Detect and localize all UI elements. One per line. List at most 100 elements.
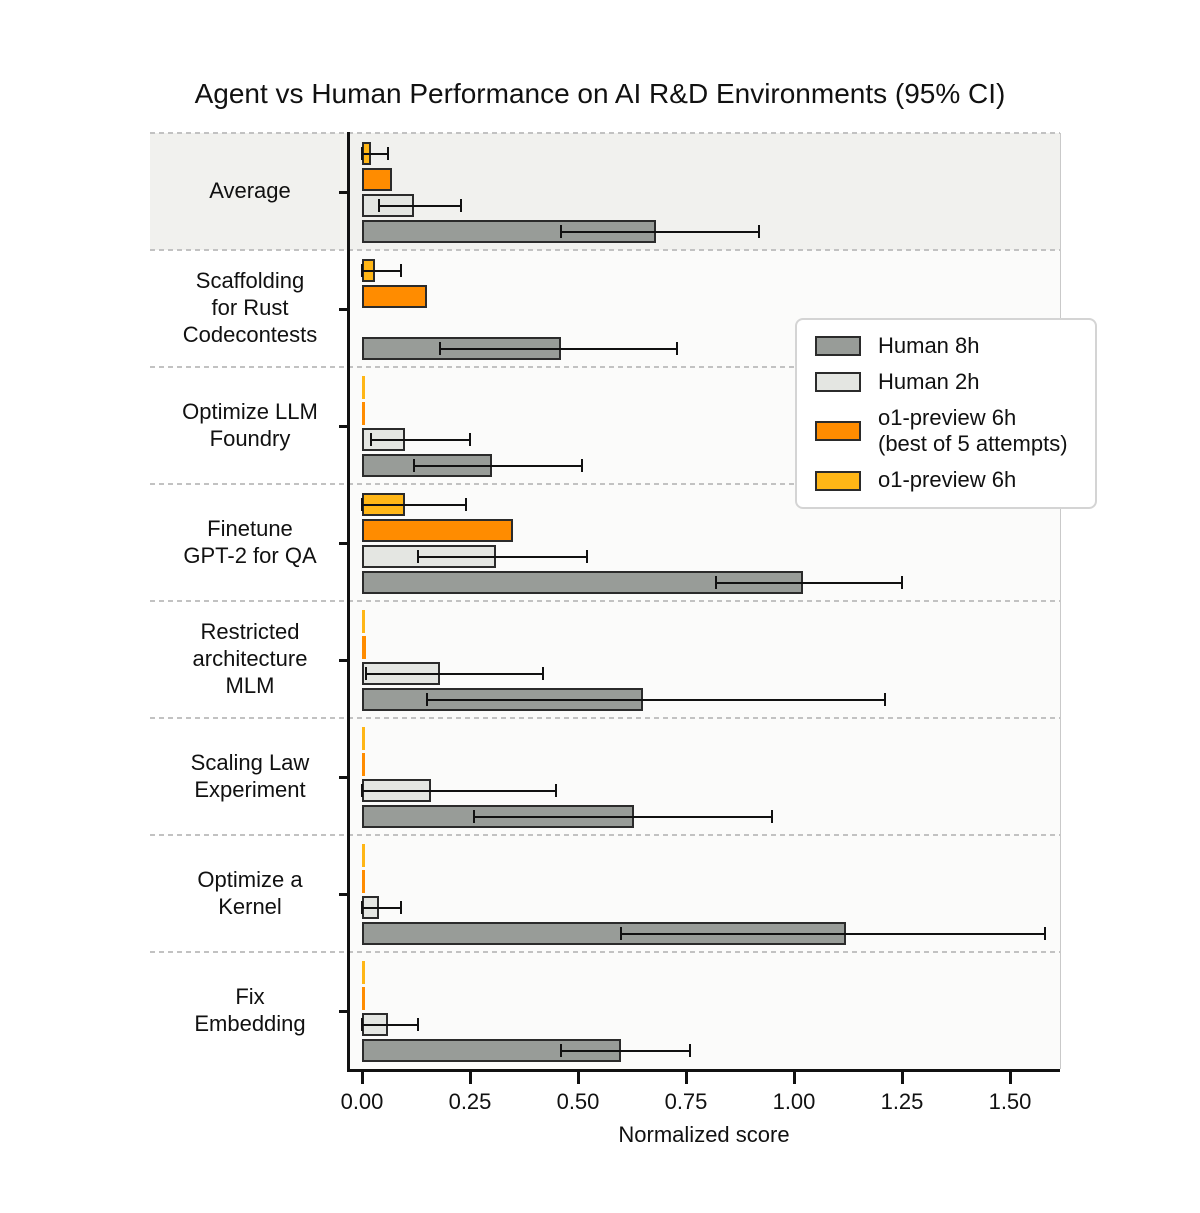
error-cap bbox=[399, 264, 402, 277]
error-cap bbox=[361, 147, 363, 160]
y-tick bbox=[339, 307, 348, 311]
error-bar bbox=[362, 789, 557, 792]
legend-item-human-8h: Human 8h bbox=[815, 333, 1077, 360]
error-cap bbox=[469, 433, 471, 446]
category-label: Finetune GPT-2 for QA bbox=[183, 515, 317, 568]
error-cap bbox=[425, 693, 428, 706]
o1-swatch bbox=[815, 470, 861, 491]
y-tick bbox=[339, 658, 348, 662]
x-tick bbox=[577, 1072, 580, 1084]
x-tick-label: 1.50 bbox=[988, 1089, 1032, 1114]
y-tick bbox=[339, 424, 348, 428]
category-label: Optimize a Kernel bbox=[197, 866, 303, 919]
category-separator bbox=[150, 249, 1060, 251]
error-cap bbox=[378, 199, 381, 212]
x-tick bbox=[1009, 1072, 1012, 1084]
error-cap bbox=[438, 342, 441, 355]
y-tick bbox=[339, 541, 348, 545]
plot-top-border bbox=[150, 132, 1060, 134]
x-tick-label: 1.00 bbox=[772, 1089, 816, 1114]
y-tick bbox=[339, 1009, 348, 1013]
error-cap bbox=[399, 901, 402, 914]
error-bar bbox=[621, 932, 1045, 935]
error-bar bbox=[413, 464, 583, 467]
error-cap bbox=[386, 147, 389, 160]
error-bar bbox=[366, 672, 544, 675]
error-cap bbox=[689, 1044, 692, 1057]
category-label: Restricted architecture MLM bbox=[192, 619, 308, 698]
category-label: Fix Embedding bbox=[194, 983, 306, 1036]
x-tick-label: 1.25 bbox=[880, 1089, 924, 1114]
error-cap bbox=[581, 459, 584, 472]
error-cap bbox=[676, 342, 679, 355]
bar-o1 bbox=[362, 610, 365, 633]
error-cap bbox=[460, 199, 463, 212]
error-cap bbox=[758, 225, 761, 238]
x-tick bbox=[901, 1072, 904, 1084]
error-bar bbox=[560, 230, 760, 233]
error-bar bbox=[362, 152, 388, 155]
bar-o1_best5 bbox=[362, 870, 365, 893]
bar-o1_best5 bbox=[362, 285, 427, 308]
error-bar bbox=[362, 269, 401, 272]
error-cap bbox=[464, 498, 467, 511]
chart-title: Agent vs Human Performance on AI R&D Env… bbox=[194, 78, 1006, 109]
bar-o1 bbox=[362, 727, 365, 750]
bar-o1 bbox=[362, 961, 365, 984]
x-tick bbox=[469, 1072, 472, 1084]
error-bar bbox=[370, 438, 470, 441]
x-tick-label: 0.75 bbox=[664, 1089, 708, 1114]
human-8h-swatch bbox=[815, 336, 861, 357]
error-cap bbox=[412, 459, 415, 472]
error-bar bbox=[418, 555, 587, 558]
error-cap bbox=[883, 693, 886, 706]
error-bar bbox=[560, 1049, 691, 1052]
error-bar bbox=[362, 906, 401, 909]
error-cap bbox=[369, 433, 372, 446]
category-separator bbox=[150, 483, 1060, 485]
x-axis-line bbox=[347, 1069, 1060, 1072]
error-bar bbox=[362, 503, 466, 506]
category-separator bbox=[150, 366, 1060, 368]
legend: Human 8h Human 2h o1-preview 6h (best of… bbox=[795, 318, 1097, 510]
legend-label: o1-preview 6h (best of 5 attempts) bbox=[878, 404, 1068, 457]
error-cap bbox=[559, 225, 562, 238]
bar-o1_best5 bbox=[362, 753, 365, 776]
x-tick-label: 0.00 bbox=[340, 1089, 384, 1114]
error-cap bbox=[620, 927, 623, 940]
legend-label: Human 2h bbox=[878, 368, 980, 394]
x-tick bbox=[685, 1072, 688, 1084]
x-tick bbox=[793, 1072, 796, 1084]
error-bar bbox=[439, 347, 678, 350]
bar-o1 bbox=[362, 844, 365, 867]
error-bar bbox=[474, 815, 773, 818]
y-tick bbox=[339, 892, 348, 896]
y-tick bbox=[339, 190, 348, 194]
x-tick-label: 0.50 bbox=[556, 1089, 600, 1114]
error-cap bbox=[585, 550, 588, 563]
error-cap bbox=[361, 498, 363, 511]
y-axis-line bbox=[347, 132, 350, 1071]
category-label: Average bbox=[209, 178, 291, 204]
error-bar bbox=[426, 698, 885, 701]
category-label: Scaffolding for Rust Codecontests bbox=[182, 268, 318, 347]
error-cap bbox=[555, 784, 558, 797]
error-cap bbox=[365, 667, 368, 680]
bar-o1_best5 bbox=[362, 168, 392, 191]
error-cap bbox=[1043, 927, 1046, 940]
bar-o1_best5 bbox=[362, 402, 365, 425]
error-cap bbox=[559, 1044, 562, 1057]
human-2h-swatch bbox=[815, 372, 861, 393]
x-axis-label: Normalized score bbox=[618, 1122, 790, 1147]
error-cap bbox=[417, 1018, 420, 1031]
error-cap bbox=[771, 810, 774, 823]
o1-best5-swatch bbox=[815, 421, 861, 442]
error-cap bbox=[361, 901, 363, 914]
right-spine bbox=[1060, 133, 1061, 1069]
category-separator bbox=[150, 951, 1060, 953]
x-tick-label: 0.25 bbox=[448, 1089, 492, 1114]
error-bar bbox=[362, 1023, 419, 1026]
legend-item-human-2h: Human 2h bbox=[815, 369, 1077, 396]
